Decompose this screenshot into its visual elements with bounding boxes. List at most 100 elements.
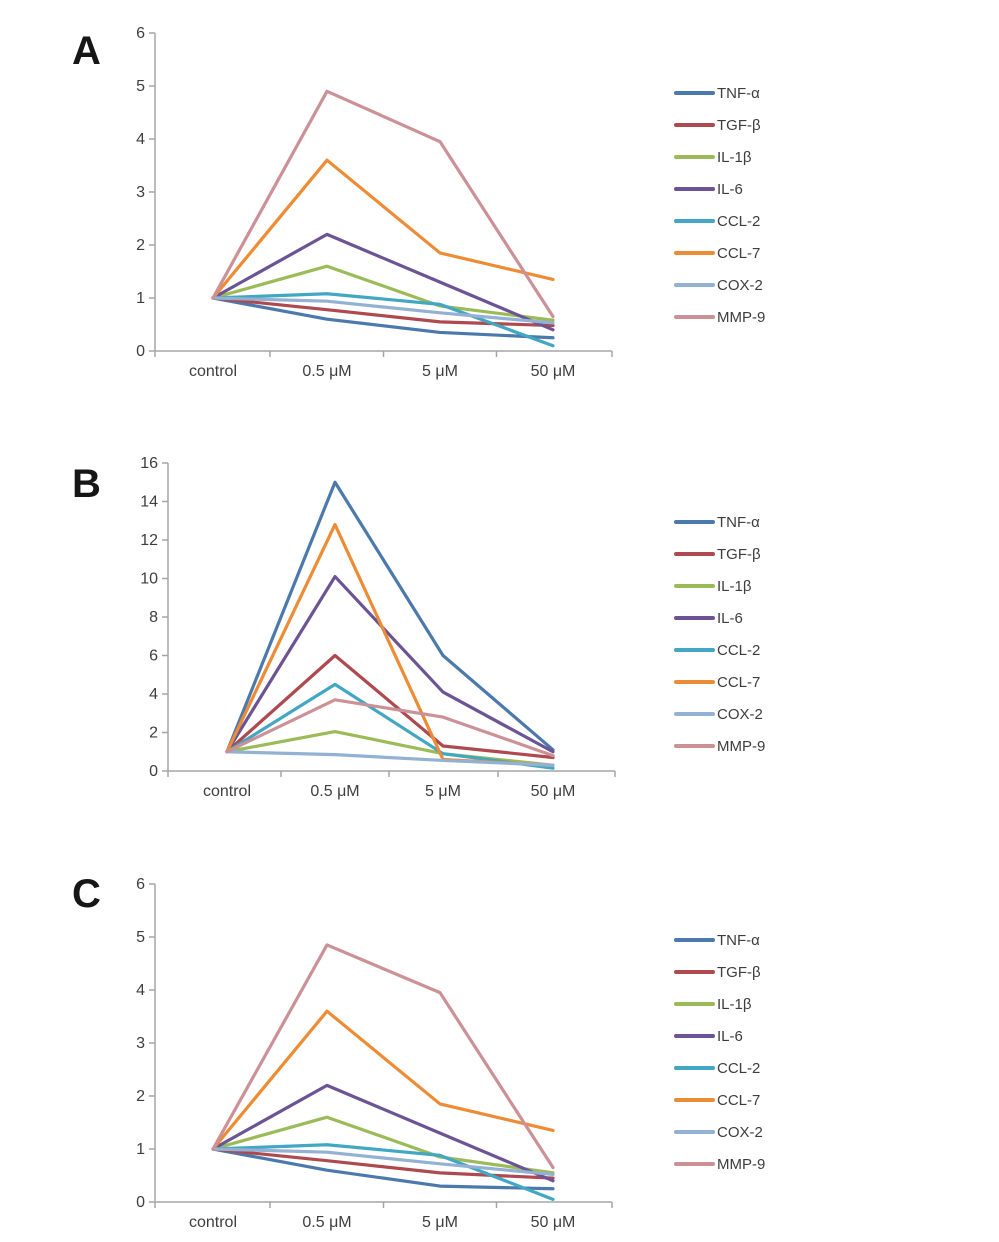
- legend-swatch: [674, 219, 715, 223]
- y-tick-label: 4: [136, 131, 145, 148]
- x-tick-label: control: [189, 363, 237, 380]
- legend-swatch: [674, 251, 715, 255]
- series-line-MMP-9: [211, 943, 555, 1170]
- legend-swatch: [674, 938, 715, 942]
- x-tick-label: 0.5 μM: [310, 783, 359, 800]
- y-tick-label: 8: [149, 609, 158, 626]
- legend-item-COX-2: COX-2: [674, 269, 974, 301]
- panel-label-c: C: [72, 872, 101, 916]
- series-line-IL-6: [211, 232, 555, 332]
- y-tick-label: 6: [136, 876, 145, 893]
- legend-label: CCL-2: [717, 641, 761, 659]
- legend-item-MMP-9: MMP-9: [674, 1148, 974, 1180]
- series-line-TNF-α: [225, 480, 555, 754]
- y-tick-label: 4: [149, 686, 158, 703]
- legend-item-IL-6: IL-6: [674, 602, 974, 634]
- series-line-TGF-β: [211, 296, 555, 328]
- legend-label: CCL-2: [717, 212, 761, 230]
- x-tick-label: control: [203, 783, 251, 800]
- series-line-COX-2: [211, 296, 555, 325]
- x-tick-label: 50 μM: [531, 363, 576, 380]
- y-tick-label: 0: [136, 343, 145, 360]
- legend-item-CCL-7: CCL-7: [674, 1084, 974, 1116]
- legend-label: COX-2: [717, 1123, 763, 1141]
- series-line-CCL-2: [211, 292, 555, 348]
- panel-label-a: A: [72, 29, 101, 73]
- series-line-MMP-9: [225, 698, 555, 758]
- y-tick-label: 10: [140, 571, 158, 588]
- legend-chart-a: TNF-α TGF-β IL-1β IL-6 CCL-2 CCL-7 COX-2 MMP-9: [674, 77, 974, 333]
- legend-label: CCL-7: [717, 244, 761, 262]
- legend-swatch: [674, 155, 715, 159]
- legend-swatch: [674, 283, 715, 287]
- x-tick-label: 5 μM: [422, 363, 458, 380]
- legend-item-COX-2: COX-2: [674, 1116, 974, 1148]
- legend-label: COX-2: [717, 705, 763, 723]
- y-tick-label: 1: [136, 290, 145, 307]
- y-tick-label: 2: [136, 1088, 145, 1105]
- legend-label: IL-6: [717, 180, 743, 198]
- legend-item-IL-6: IL-6: [674, 173, 974, 205]
- legend-swatch: [674, 744, 715, 748]
- legend-item-COX-2: COX-2: [674, 698, 974, 730]
- x-tick-label: 5 μM: [422, 1214, 458, 1231]
- legend-item-MMP-9: MMP-9: [674, 730, 974, 762]
- legend-label: COX-2: [717, 276, 763, 294]
- y-tick-label: 0: [149, 763, 158, 780]
- legend-label: MMP-9: [717, 737, 766, 755]
- legend-swatch: [674, 616, 715, 620]
- legend-label: CCL-7: [717, 673, 761, 691]
- legend-label: CCL-7: [717, 1091, 761, 1109]
- legend-swatch: [674, 712, 715, 716]
- plot-panel-B: 0 2 4 6 8 10 12 14 16 control 0.5 μM 5 μM 50 μM: [140, 455, 616, 800]
- legend-swatch: [674, 680, 715, 684]
- legend-label: MMP-9: [717, 1155, 766, 1173]
- legend-item-TNF-α: TNF-α: [674, 506, 974, 538]
- legend-swatch: [674, 648, 715, 652]
- legend-swatch: [674, 123, 715, 127]
- legend-item-MMP-9: MMP-9: [674, 301, 974, 333]
- legend-label: IL-6: [717, 609, 743, 627]
- y-tick-label: 2: [136, 237, 145, 254]
- y-tick-label: 12: [140, 532, 158, 549]
- legend-item-TNF-α: TNF-α: [674, 77, 974, 109]
- y-tick-label: 0: [136, 1194, 145, 1211]
- x-tick-label: 0.5 μM: [302, 1214, 351, 1231]
- y-tick-label: 6: [136, 25, 145, 42]
- series-line-COX-2: [211, 1147, 555, 1177]
- legend-swatch: [674, 970, 715, 974]
- legend-item-TGF-β: TGF-β: [674, 956, 974, 988]
- legend-swatch: [674, 187, 715, 191]
- legend-item-CCL-2: CCL-2: [674, 1052, 974, 1084]
- legend-item-CCL-7: CCL-7: [674, 666, 974, 698]
- series-line-IL-6: [211, 1083, 555, 1183]
- legend-swatch: [674, 91, 715, 95]
- legend-swatch: [674, 1162, 715, 1166]
- legend-label: TNF-α: [717, 84, 760, 102]
- legend-label: CCL-2: [717, 1059, 761, 1077]
- series-line-CCL-7: [211, 158, 555, 300]
- legend-item-IL-1β: IL-1β: [674, 570, 974, 602]
- panel-label-b: B: [72, 462, 101, 506]
- legend-swatch: [674, 1098, 715, 1102]
- legend-label: TGF-β: [717, 963, 761, 981]
- legend-item-IL-1β: IL-1β: [674, 141, 974, 173]
- series-line-IL-1β: [211, 264, 555, 322]
- legend-item-TGF-β: TGF-β: [674, 109, 974, 141]
- legend-label: TNF-α: [717, 513, 760, 531]
- y-tick-label: 3: [136, 184, 145, 201]
- plot-panel-C: 0 1 2 3 4 5 6 control 0.5 μM 5 μM 50 μM: [136, 876, 613, 1231]
- legend-chart-c: TNF-α TGF-β IL-1β IL-6 CCL-2 CCL-7 COX-2 MMP-9: [674, 924, 974, 1180]
- legend-swatch: [674, 1130, 715, 1134]
- y-tick-label: 2: [149, 725, 158, 742]
- series-line-IL-1β: [211, 1115, 555, 1175]
- series-line-CCL-2: [211, 1143, 555, 1201]
- y-tick-label: 4: [136, 982, 145, 999]
- legend-swatch: [674, 584, 715, 588]
- legend-swatch: [674, 1034, 715, 1038]
- legend-label: IL-1β: [717, 148, 752, 166]
- legend-item-CCL-2: CCL-2: [674, 205, 974, 237]
- legend-item-IL-1β: IL-1β: [674, 988, 974, 1020]
